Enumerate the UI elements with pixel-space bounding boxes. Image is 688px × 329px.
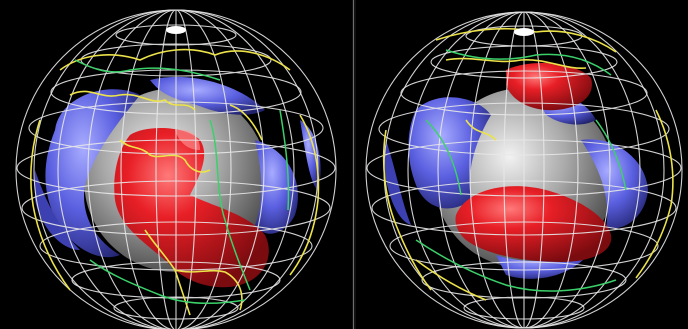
north-pole-marker xyxy=(166,26,186,34)
cold-anomaly-limb xyxy=(384,140,411,225)
right-coastlines xyxy=(382,27,674,301)
right-plate-boundaries xyxy=(415,49,627,292)
right-globe-illustration xyxy=(365,11,683,329)
right-globe-panel xyxy=(356,0,688,329)
panel-divider xyxy=(352,0,356,329)
left-longitude-grid xyxy=(33,9,319,329)
cold-anomaly-edge xyxy=(300,120,321,190)
cold-anomaly-north xyxy=(150,76,265,115)
cold-anomaly-west xyxy=(45,89,140,258)
cold-anomaly-south xyxy=(496,250,591,279)
left-globe-illustration xyxy=(15,9,337,329)
left-plate-boundaries xyxy=(74,59,290,305)
panel-divider-line xyxy=(353,0,354,329)
hot-anomaly xyxy=(114,128,269,288)
right-longitude-grid xyxy=(383,11,665,329)
left-coastlines xyxy=(30,48,320,316)
hot-anomaly-north xyxy=(506,63,592,111)
cold-anomaly-east xyxy=(581,139,648,229)
left-globe-panel xyxy=(15,9,337,329)
north-pole-marker xyxy=(514,28,534,36)
